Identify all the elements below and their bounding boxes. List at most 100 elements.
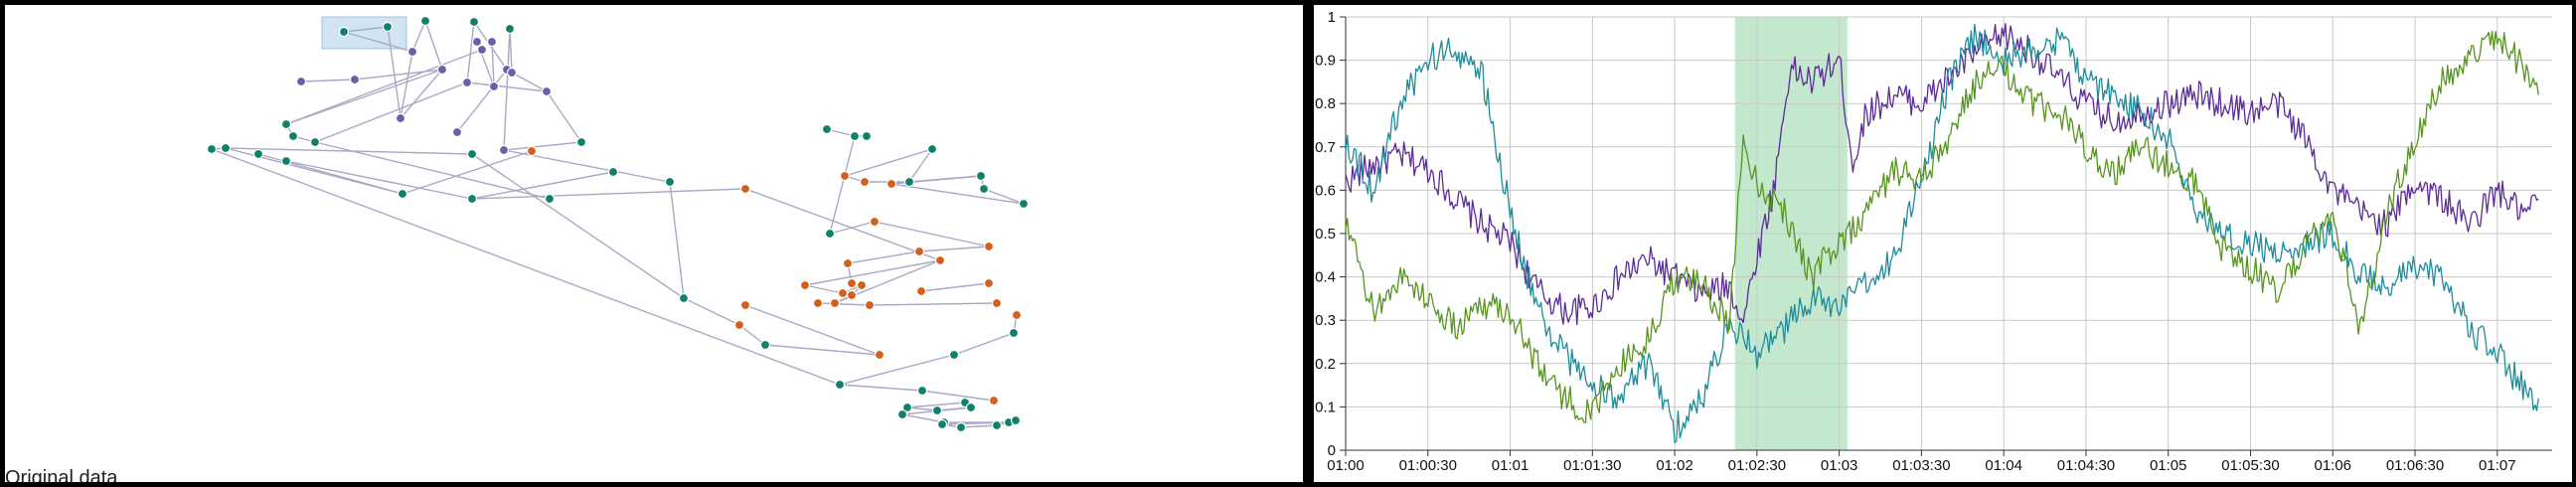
node[interactable]: [280, 118, 292, 130]
node[interactable]: [466, 193, 478, 205]
node[interactable]: [397, 188, 408, 200]
node[interactable]: [978, 183, 990, 195]
node[interactable]: [739, 299, 751, 311]
edges: [211, 20, 1025, 428]
node[interactable]: [220, 142, 232, 154]
node[interactable]: [1011, 309, 1023, 321]
node[interactable]: [349, 74, 361, 85]
node[interactable]: [859, 176, 871, 188]
node[interactable]: [468, 16, 480, 28]
node[interactable]: [896, 408, 908, 420]
node[interactable]: [874, 349, 886, 361]
node[interactable]: [931, 405, 943, 416]
node[interactable]: [837, 287, 849, 299]
node[interactable]: [488, 81, 500, 92]
node[interactable]: [506, 67, 518, 79]
node[interactable]: [486, 36, 498, 48]
node[interactable]: [799, 279, 811, 291]
node[interactable]: [926, 143, 938, 155]
node[interactable]: [849, 130, 861, 142]
selection-brush[interactable]: [321, 16, 407, 50]
node[interactable]: [461, 77, 473, 88]
node[interactable]: [1010, 414, 1022, 426]
node[interactable]: [864, 299, 876, 311]
edge: [906, 402, 966, 408]
node[interactable]: [821, 123, 833, 135]
node[interactable]: [295, 76, 307, 87]
node[interactable]: [934, 254, 946, 266]
node[interactable]: [903, 176, 915, 188]
network-plot-panel: Original data: [5, 5, 1303, 482]
node[interactable]: [846, 277, 858, 289]
node[interactable]: [869, 216, 881, 228]
node[interactable]: [824, 228, 836, 240]
node[interactable]: [846, 289, 858, 301]
node[interactable]: [936, 418, 948, 430]
y-tick-label: 0.4: [1315, 269, 1336, 286]
node[interactable]: [733, 319, 745, 331]
node[interactable]: [856, 279, 868, 291]
edge: [314, 81, 468, 143]
node[interactable]: [280, 155, 292, 167]
node[interactable]: [983, 277, 995, 289]
node[interactable]: [309, 136, 321, 148]
node[interactable]: [338, 26, 350, 38]
series-line-3[interactable]: [1345, 30, 2539, 424]
node[interactable]: [395, 112, 406, 124]
network-plot[interactable]: [5, 5, 1303, 482]
node[interactable]: [1008, 327, 1020, 339]
node[interactable]: [206, 143, 218, 155]
node[interactable]: [419, 15, 431, 27]
node[interactable]: [991, 297, 1003, 309]
node[interactable]: [504, 23, 516, 35]
node[interactable]: [382, 21, 394, 33]
edge: [285, 160, 473, 200]
line-chart[interactable]: 0 0.1 0.2 0.3 0.4 0.5 0.6 0.7 0.8 0.9 1 01:00 01:00:…: [1314, 5, 2572, 482]
node[interactable]: [834, 379, 846, 391]
edge: [285, 69, 443, 125]
node[interactable]: [886, 178, 897, 190]
node[interactable]: [252, 148, 264, 160]
node[interactable]: [955, 421, 967, 433]
node[interactable]: [739, 183, 751, 195]
node[interactable]: [678, 292, 690, 304]
node[interactable]: [541, 85, 553, 97]
node[interactable]: [812, 297, 824, 309]
node[interactable]: [983, 241, 995, 252]
node[interactable]: [544, 193, 556, 205]
series-line-1[interactable]: [1345, 23, 2539, 326]
node[interactable]: [607, 166, 619, 178]
node[interactable]: [975, 170, 987, 182]
node[interactable]: [406, 46, 418, 58]
node[interactable]: [451, 126, 463, 138]
edge: [503, 141, 582, 151]
node[interactable]: [471, 36, 483, 48]
node[interactable]: [476, 44, 488, 56]
node[interactable]: [759, 339, 771, 351]
node[interactable]: [988, 395, 1000, 406]
node[interactable]: [965, 402, 977, 413]
node[interactable]: [436, 64, 448, 76]
node[interactable]: [575, 136, 587, 148]
node[interactable]: [829, 297, 841, 309]
plot-caption: Original data: [5, 467, 118, 482]
node[interactable]: [839, 170, 851, 182]
node[interactable]: [991, 419, 1003, 431]
edge: [901, 413, 945, 423]
node[interactable]: [842, 257, 854, 269]
node[interactable]: [526, 145, 538, 157]
node[interactable]: [901, 402, 913, 413]
node[interactable]: [664, 176, 676, 188]
node[interactable]: [1018, 198, 1030, 210]
node[interactable]: [466, 148, 478, 160]
node[interactable]: [948, 349, 960, 361]
node[interactable]: [916, 385, 928, 397]
node[interactable]: [913, 245, 925, 257]
node[interactable]: [915, 285, 927, 297]
node[interactable]: [861, 130, 873, 142]
edge: [764, 344, 881, 356]
x-tick-label: 01:01:30: [1563, 457, 1621, 474]
edge: [744, 188, 941, 261]
node[interactable]: [287, 130, 299, 142]
node[interactable]: [498, 144, 510, 156]
